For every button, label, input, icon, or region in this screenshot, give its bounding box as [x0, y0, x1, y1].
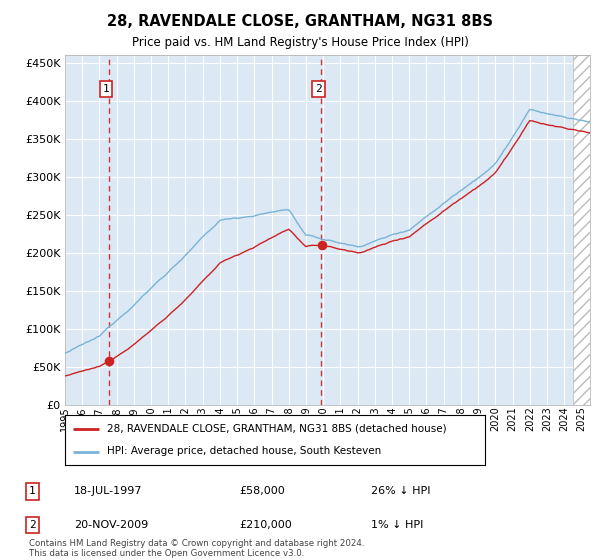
Text: Price paid vs. HM Land Registry's House Price Index (HPI): Price paid vs. HM Land Registry's House … [131, 36, 469, 49]
Point [104, 356, 114, 365]
Text: 18-JUL-1997: 18-JUL-1997 [74, 487, 143, 496]
Text: HPI: Average price, detached house, South Kesteven: HPI: Average price, detached house, Sout… [107, 446, 381, 456]
Text: 20-NOV-2009: 20-NOV-2009 [74, 520, 148, 530]
Text: 1: 1 [29, 487, 36, 496]
Text: Contains HM Land Registry data © Crown copyright and database right 2024.
This d: Contains HM Land Registry data © Crown c… [29, 539, 365, 558]
Point [317, 241, 326, 250]
Text: 1: 1 [103, 84, 110, 94]
Text: 28, RAVENDALE CLOSE, GRANTHAM, NG31 8BS (detached house): 28, RAVENDALE CLOSE, GRANTHAM, NG31 8BS … [107, 423, 446, 433]
Text: £210,000: £210,000 [239, 520, 292, 530]
Bar [573, 55, 590, 405]
Text: 2: 2 [315, 84, 322, 94]
Text: 1% ↓ HPI: 1% ↓ HPI [371, 520, 424, 530]
Text: 2: 2 [29, 520, 36, 530]
Text: £58,000: £58,000 [239, 487, 285, 496]
Text: 26% ↓ HPI: 26% ↓ HPI [371, 487, 431, 496]
Text: 28, RAVENDALE CLOSE, GRANTHAM, NG31 8BS: 28, RAVENDALE CLOSE, GRANTHAM, NG31 8BS [107, 14, 493, 29]
